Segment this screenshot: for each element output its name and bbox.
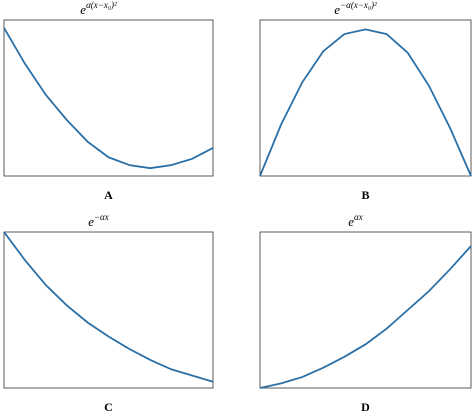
title-base: e	[348, 214, 354, 229]
plot-frame	[3, 231, 214, 389]
curve	[259, 245, 472, 389]
plot-frame	[259, 231, 472, 389]
subplot-label: C	[104, 400, 113, 414]
curve	[3, 27, 214, 170]
subplot-label: B	[361, 188, 369, 202]
plot-frame	[259, 19, 472, 177]
curve	[259, 28, 472, 177]
subplot-title: e−α(x−x₀)²	[334, 0, 377, 17]
subplot-label: D	[361, 400, 370, 414]
subplot-title: eα(x−x₀)²	[80, 0, 117, 17]
title-exponent: −αx	[94, 212, 109, 222]
title-base: e	[88, 214, 94, 229]
title-exponent: α(x−x₀)²	[86, 0, 117, 10]
subplot-title: e−αx	[88, 212, 109, 229]
title-exponent: αx	[354, 212, 363, 222]
title-base: e	[80, 2, 86, 17]
plot-frame	[3, 19, 214, 177]
title-base: e	[334, 2, 340, 17]
subplot-title: eαx	[348, 212, 363, 229]
title-exponent: −α(x−x₀)²	[340, 0, 377, 10]
curve	[3, 231, 214, 383]
subplot-label: A	[104, 188, 113, 202]
